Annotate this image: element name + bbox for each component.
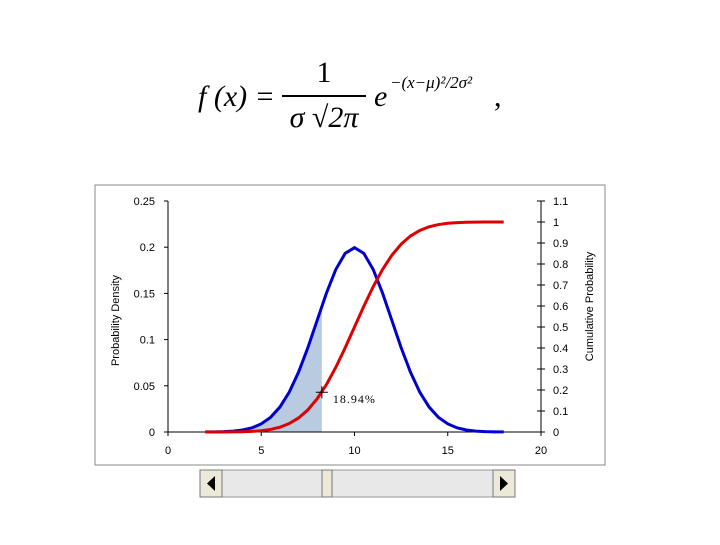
series-line <box>205 220 504 434</box>
scrollbar[interactable] <box>199 469 516 498</box>
y2-tick-label: 0.7 <box>553 280 568 292</box>
series-line <box>205 245 504 434</box>
y2-tick-label: 0.3 <box>553 364 568 376</box>
x-tick-label: 15 <box>442 445 454 457</box>
y2-axis-title: Cumulative Probability <box>584 251 596 361</box>
scroll-track[interactable] <box>199 469 516 498</box>
x-tick-label: 20 <box>535 445 547 457</box>
y2-tick-label: 0.4 <box>553 343 568 355</box>
formula: f (x) = 1 σ √2π e −(x−μ)²/2σ² , <box>198 56 502 134</box>
y-tick-label: 0.1 <box>140 335 155 347</box>
y2-tick-label: 0.5 <box>553 322 568 334</box>
annotation-label: 18.94% <box>333 392 376 406</box>
y2-tick-label: 0 <box>553 427 559 439</box>
scroll-thumb[interactable] <box>321 469 333 498</box>
chart: 0 0.05 0.1 0.15 0.2 0.25 0 0.1 0.2 0.3 0.4 0.5 0.6 0.… <box>110 196 596 457</box>
y-axis-title: Probability Density <box>110 274 122 366</box>
formula-exponent: −(x−μ)²/2σ² <box>390 73 473 92</box>
formula-base: e <box>374 80 387 113</box>
right-arrow <box>500 476 508 491</box>
y-tick-label: 0.15 <box>134 288 155 300</box>
x-tick-label: 10 <box>348 445 360 457</box>
y2-tick-label: 1 <box>553 217 559 229</box>
annotation-marker <box>315 386 328 399</box>
y2-tick-label: 1.1 <box>553 196 568 208</box>
y2-tick-label: 0.1 <box>553 406 568 418</box>
x-tick-label: 0 <box>165 445 171 457</box>
left-arrow <box>207 476 215 491</box>
formula-denominator: σ √2π <box>290 101 360 134</box>
x-tick-label: 5 <box>258 445 264 457</box>
y2-tick-label: 0.8 <box>553 259 568 271</box>
formula-numerator: 1 <box>317 56 332 89</box>
formula-lhs: f (x) = <box>198 80 275 113</box>
y-tick-label: 0.05 <box>134 381 155 393</box>
y-tick-label: 0 <box>149 427 155 439</box>
chart-frame <box>94 184 606 466</box>
y-tick-label: 0.2 <box>140 242 155 254</box>
formula-comma: , <box>494 80 502 113</box>
y2-tick-label: 0.9 <box>553 238 568 250</box>
y-tick-label: 0.25 <box>134 196 155 208</box>
shaded-area <box>205 306 322 432</box>
y2-tick-label: 0.6 <box>553 301 568 313</box>
y2-tick-label: 0.2 <box>553 385 568 397</box>
